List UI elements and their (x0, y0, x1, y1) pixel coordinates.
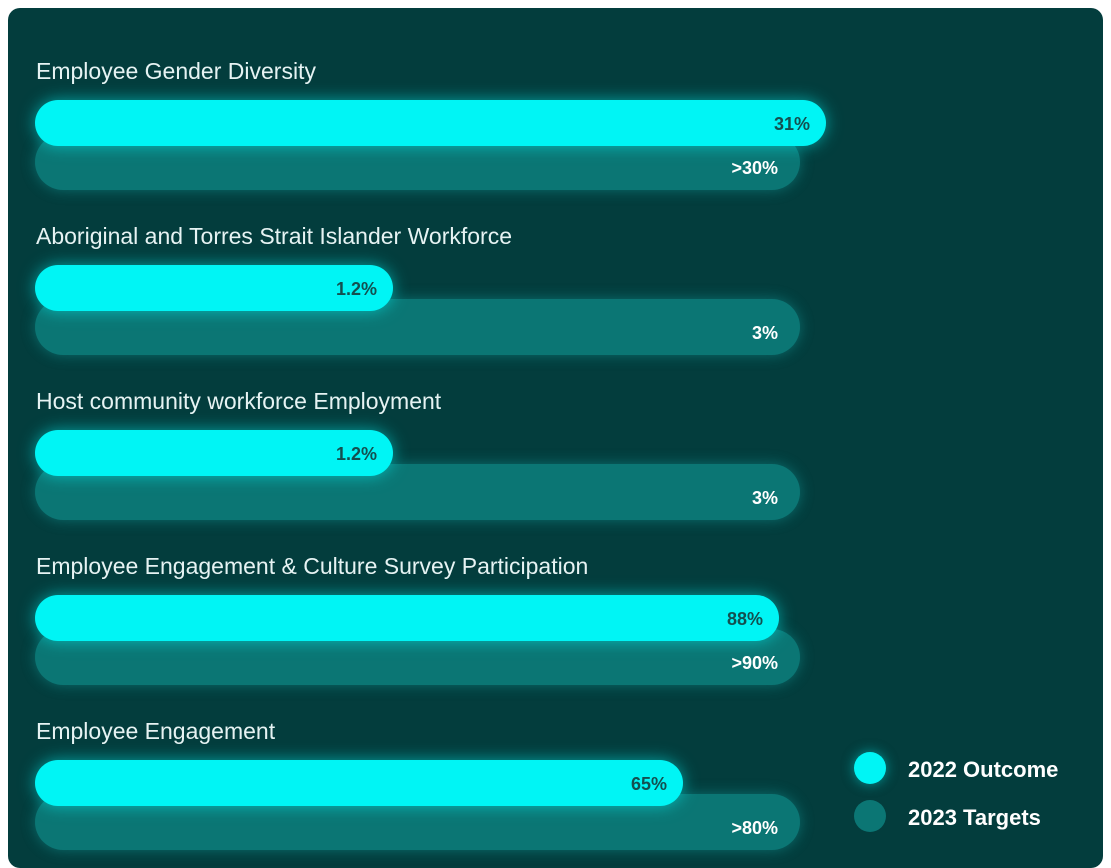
outcome-bar: 1.2% (35, 265, 393, 311)
outcome-bar: 1.2% (35, 430, 393, 476)
card: Employee Gender Diversity >30% 31% Abori… (8, 8, 1103, 868)
metric: Employee Gender Diversity >30% 31% (8, 18, 1103, 190)
legend-label: 2022 Outcome (908, 757, 1059, 782)
legend-label: 2023 Targets (908, 805, 1041, 830)
target-label: >80% (731, 818, 778, 838)
outcome-label: 88% (726, 609, 763, 629)
outcome-label: 1.2% (335, 279, 377, 299)
metric: Employee Engagement & Culture Survey Par… (8, 513, 1103, 685)
target-label: >30% (731, 158, 778, 178)
metric-title: Host community workforce Employment (36, 388, 442, 414)
target-label: 3% (751, 488, 778, 508)
outcome-bar: 88% (35, 595, 779, 641)
target-label: 3% (751, 323, 778, 343)
outcome-bar: 31% (35, 100, 826, 146)
metric-title: Aboriginal and Torres Strait Islander Wo… (36, 223, 512, 249)
outcome-label: 65% (630, 774, 667, 794)
legend-swatch (854, 800, 886, 832)
target-bar: 3% (35, 464, 800, 520)
metric: Employee Engagement >80% 65% (8, 678, 1103, 850)
metric: Host community workforce Employment 3% 1… (8, 348, 1103, 520)
metric-title: Employee Engagement & Culture Survey Par… (36, 553, 589, 579)
legend-swatch (854, 752, 886, 784)
target-label: >90% (731, 653, 778, 673)
outcome-label: 31% (773, 114, 810, 134)
metric-title: Employee Engagement (36, 718, 276, 744)
metric: Aboriginal and Torres Strait Islander Wo… (8, 183, 1103, 355)
outcome-bar: 65% (35, 760, 683, 806)
metric-title: Employee Gender Diversity (36, 58, 316, 84)
outcome-label: 1.2% (335, 444, 377, 464)
